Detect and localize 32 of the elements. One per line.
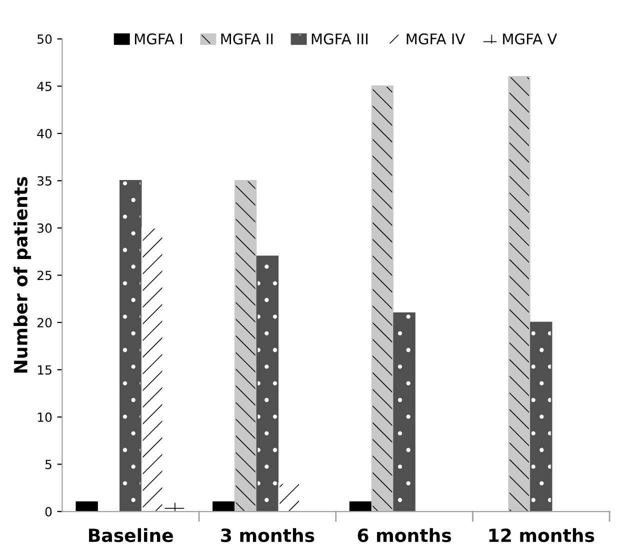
legend-label: MGFA V xyxy=(503,33,558,44)
y-tick-label: 50 xyxy=(38,34,52,44)
x-tick-label: 3 months xyxy=(221,528,314,542)
bar xyxy=(212,501,235,512)
bar xyxy=(120,180,142,512)
bar xyxy=(508,76,530,512)
y-tick-label: 45 xyxy=(37,82,52,92)
bar xyxy=(76,501,98,512)
y-tick-label: 10 xyxy=(38,412,52,422)
legend-label: MGFA II xyxy=(221,33,273,44)
bar xyxy=(530,322,552,512)
y-tick-label: 20 xyxy=(37,318,52,328)
y-tick-label: 0 xyxy=(45,506,52,516)
y-tick-label: 30 xyxy=(38,223,52,233)
x-tick-label: 12 months xyxy=(489,528,594,542)
bar xyxy=(371,85,394,512)
bar xyxy=(278,482,300,512)
y-tick-label: 35 xyxy=(38,176,52,186)
legend-label: MGFA IV xyxy=(406,33,466,44)
bar xyxy=(234,180,257,512)
y-axis-title: Number of patients xyxy=(14,177,32,373)
y-tick-label: 40 xyxy=(37,128,52,138)
y-tick-label: 25 xyxy=(37,270,52,280)
y-tick-label: 5 xyxy=(45,460,52,470)
x-tick-label: Baseline xyxy=(89,528,173,542)
bar xyxy=(393,312,416,512)
y-tick-label: 15 xyxy=(38,365,52,375)
legend-label: MGFA I xyxy=(134,33,182,44)
bar xyxy=(256,256,279,512)
x-tick-label: 6 months xyxy=(358,528,452,542)
bar xyxy=(349,501,372,512)
legend-label: MGFA III xyxy=(312,33,368,44)
